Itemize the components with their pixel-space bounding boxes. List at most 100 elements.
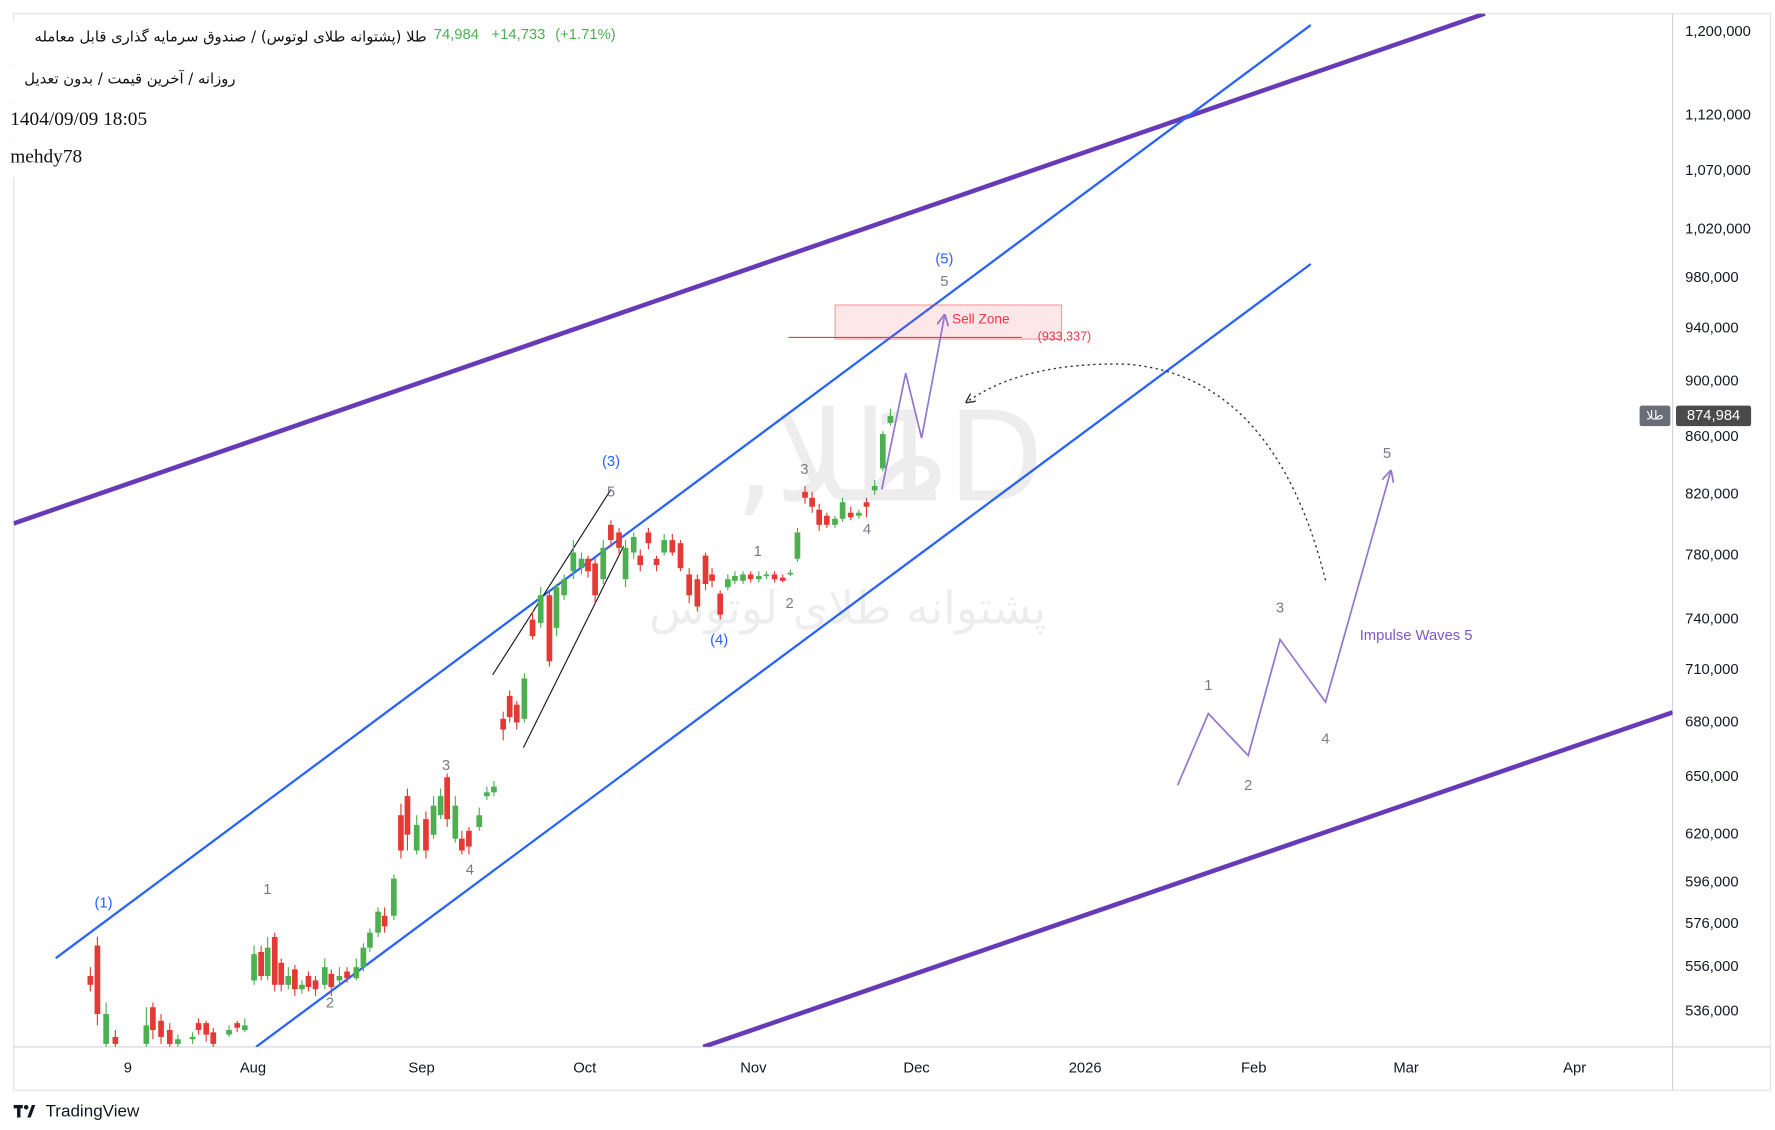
candle-body bbox=[553, 587, 560, 628]
date-box bbox=[5, 102, 163, 143]
x-tick-label: Aug bbox=[240, 1060, 266, 1076]
wave-label: 3 bbox=[800, 462, 808, 478]
y-tick-label: 900,000 bbox=[1685, 374, 1738, 390]
wave-label: 4 bbox=[863, 522, 871, 538]
candle-body bbox=[367, 932, 373, 948]
candle-body bbox=[839, 502, 846, 519]
sell-level-label: (933,337) bbox=[1038, 330, 1092, 344]
candle-body bbox=[210, 1032, 217, 1044]
candle-body bbox=[787, 572, 794, 575]
author: mehdy78 bbox=[10, 147, 82, 168]
candle-body bbox=[513, 704, 520, 723]
candle-body bbox=[823, 515, 830, 525]
candle-body bbox=[195, 1023, 202, 1031]
candle-body bbox=[537, 595, 544, 623]
candle-body bbox=[112, 1036, 119, 1044]
y-tick-label: 1,020,000 bbox=[1685, 221, 1751, 237]
title-box bbox=[5, 20, 435, 64]
candle-body bbox=[437, 796, 444, 816]
candle-body bbox=[103, 1013, 109, 1044]
candle-body bbox=[466, 830, 472, 847]
last-price-tag bbox=[1676, 405, 1752, 427]
candle-body bbox=[258, 951, 264, 976]
candle-body bbox=[94, 945, 101, 1014]
wave-label: 2 bbox=[1244, 778, 1252, 794]
x-tick-label: 2026 bbox=[1069, 1060, 1102, 1076]
candle-body bbox=[398, 815, 404, 851]
x-tick-label: Dec bbox=[903, 1060, 929, 1076]
candle-body bbox=[709, 574, 715, 581]
x-tick-label: Apr bbox=[1563, 1060, 1586, 1076]
candles bbox=[87, 408, 894, 1047]
candle-body bbox=[546, 595, 553, 662]
wave-label: (5) bbox=[935, 251, 953, 267]
y-tick-label: 1,070,000 bbox=[1685, 163, 1751, 179]
symbol-tag-label: طلا bbox=[1646, 407, 1663, 422]
chart-title: طلا (پشتوانه طلای لوتوس) / صندوق سرمایه … bbox=[35, 28, 427, 46]
candle-body bbox=[879, 434, 886, 469]
candle-body bbox=[87, 975, 94, 985]
candle-body bbox=[271, 936, 278, 985]
candle-body bbox=[677, 543, 684, 569]
wave-label: 1 bbox=[1204, 678, 1212, 694]
x-tick-label: Sep bbox=[408, 1060, 434, 1076]
candle-body bbox=[484, 792, 490, 797]
candle-body bbox=[344, 971, 350, 979]
candle-body bbox=[521, 678, 528, 719]
subtitle-box bbox=[5, 64, 287, 102]
y-tick-label: 576,000 bbox=[1685, 916, 1738, 932]
candle-body bbox=[413, 824, 420, 851]
candle-body bbox=[375, 911, 381, 933]
candle-body bbox=[871, 485, 878, 491]
candle-body bbox=[381, 915, 388, 927]
y-tick-label: 680,000 bbox=[1685, 714, 1738, 730]
candle-body bbox=[740, 574, 746, 581]
candle-body bbox=[391, 878, 397, 916]
chart-subtitle: روزانه / آخرین قیمت / بدون تعدیل bbox=[24, 70, 235, 88]
candle-body bbox=[724, 579, 731, 588]
y-tick-label: 860,000 bbox=[1685, 429, 1738, 445]
candle-body bbox=[863, 502, 870, 507]
trend-line bbox=[13, 13, 1486, 526]
candle-body bbox=[622, 547, 629, 580]
candle-body bbox=[592, 563, 598, 596]
candle-body bbox=[847, 512, 854, 518]
y-tick-label: 536,000 bbox=[1685, 1004, 1738, 1020]
date-time: 1404/09/09 18:05 bbox=[10, 109, 147, 130]
candle-body bbox=[630, 537, 637, 553]
channel-line bbox=[55, 24, 1312, 960]
candle-body bbox=[694, 579, 701, 607]
candle-body bbox=[669, 540, 676, 553]
wave-label: 1 bbox=[263, 882, 271, 898]
candle-body bbox=[234, 1023, 241, 1028]
candle-body bbox=[476, 815, 483, 827]
candle-body bbox=[600, 547, 607, 580]
x-tick-label: Feb bbox=[1241, 1060, 1266, 1076]
last-price-value: 874,984 bbox=[426, 27, 479, 43]
candle-body bbox=[570, 552, 577, 572]
candle-body bbox=[802, 491, 808, 498]
footer-logo[interactable]: TradingView bbox=[46, 1101, 140, 1120]
candle-body bbox=[226, 1030, 232, 1035]
candle-body bbox=[278, 962, 285, 985]
candle-body bbox=[732, 576, 738, 581]
candle-body bbox=[500, 718, 507, 730]
y-tick-label: 1,120,000 bbox=[1685, 108, 1751, 124]
candle-body bbox=[336, 975, 343, 981]
candle-body bbox=[763, 574, 770, 577]
candle-body bbox=[158, 1020, 164, 1037]
wave-label: 5 bbox=[607, 485, 615, 501]
candle-body bbox=[458, 838, 465, 851]
candle-body bbox=[561, 579, 567, 596]
channel-line bbox=[255, 263, 1312, 1047]
candle-body bbox=[856, 512, 862, 516]
candle-body bbox=[423, 819, 429, 851]
x-tick-label: Oct bbox=[573, 1060, 596, 1076]
candle-body bbox=[189, 1036, 196, 1040]
watermark-interval: 1D bbox=[868, 385, 1044, 531]
wave-label: 5 bbox=[1383, 446, 1391, 462]
wave-label: 4 bbox=[1321, 732, 1329, 748]
curved-arrow bbox=[967, 363, 1327, 581]
candle-body bbox=[637, 555, 644, 565]
